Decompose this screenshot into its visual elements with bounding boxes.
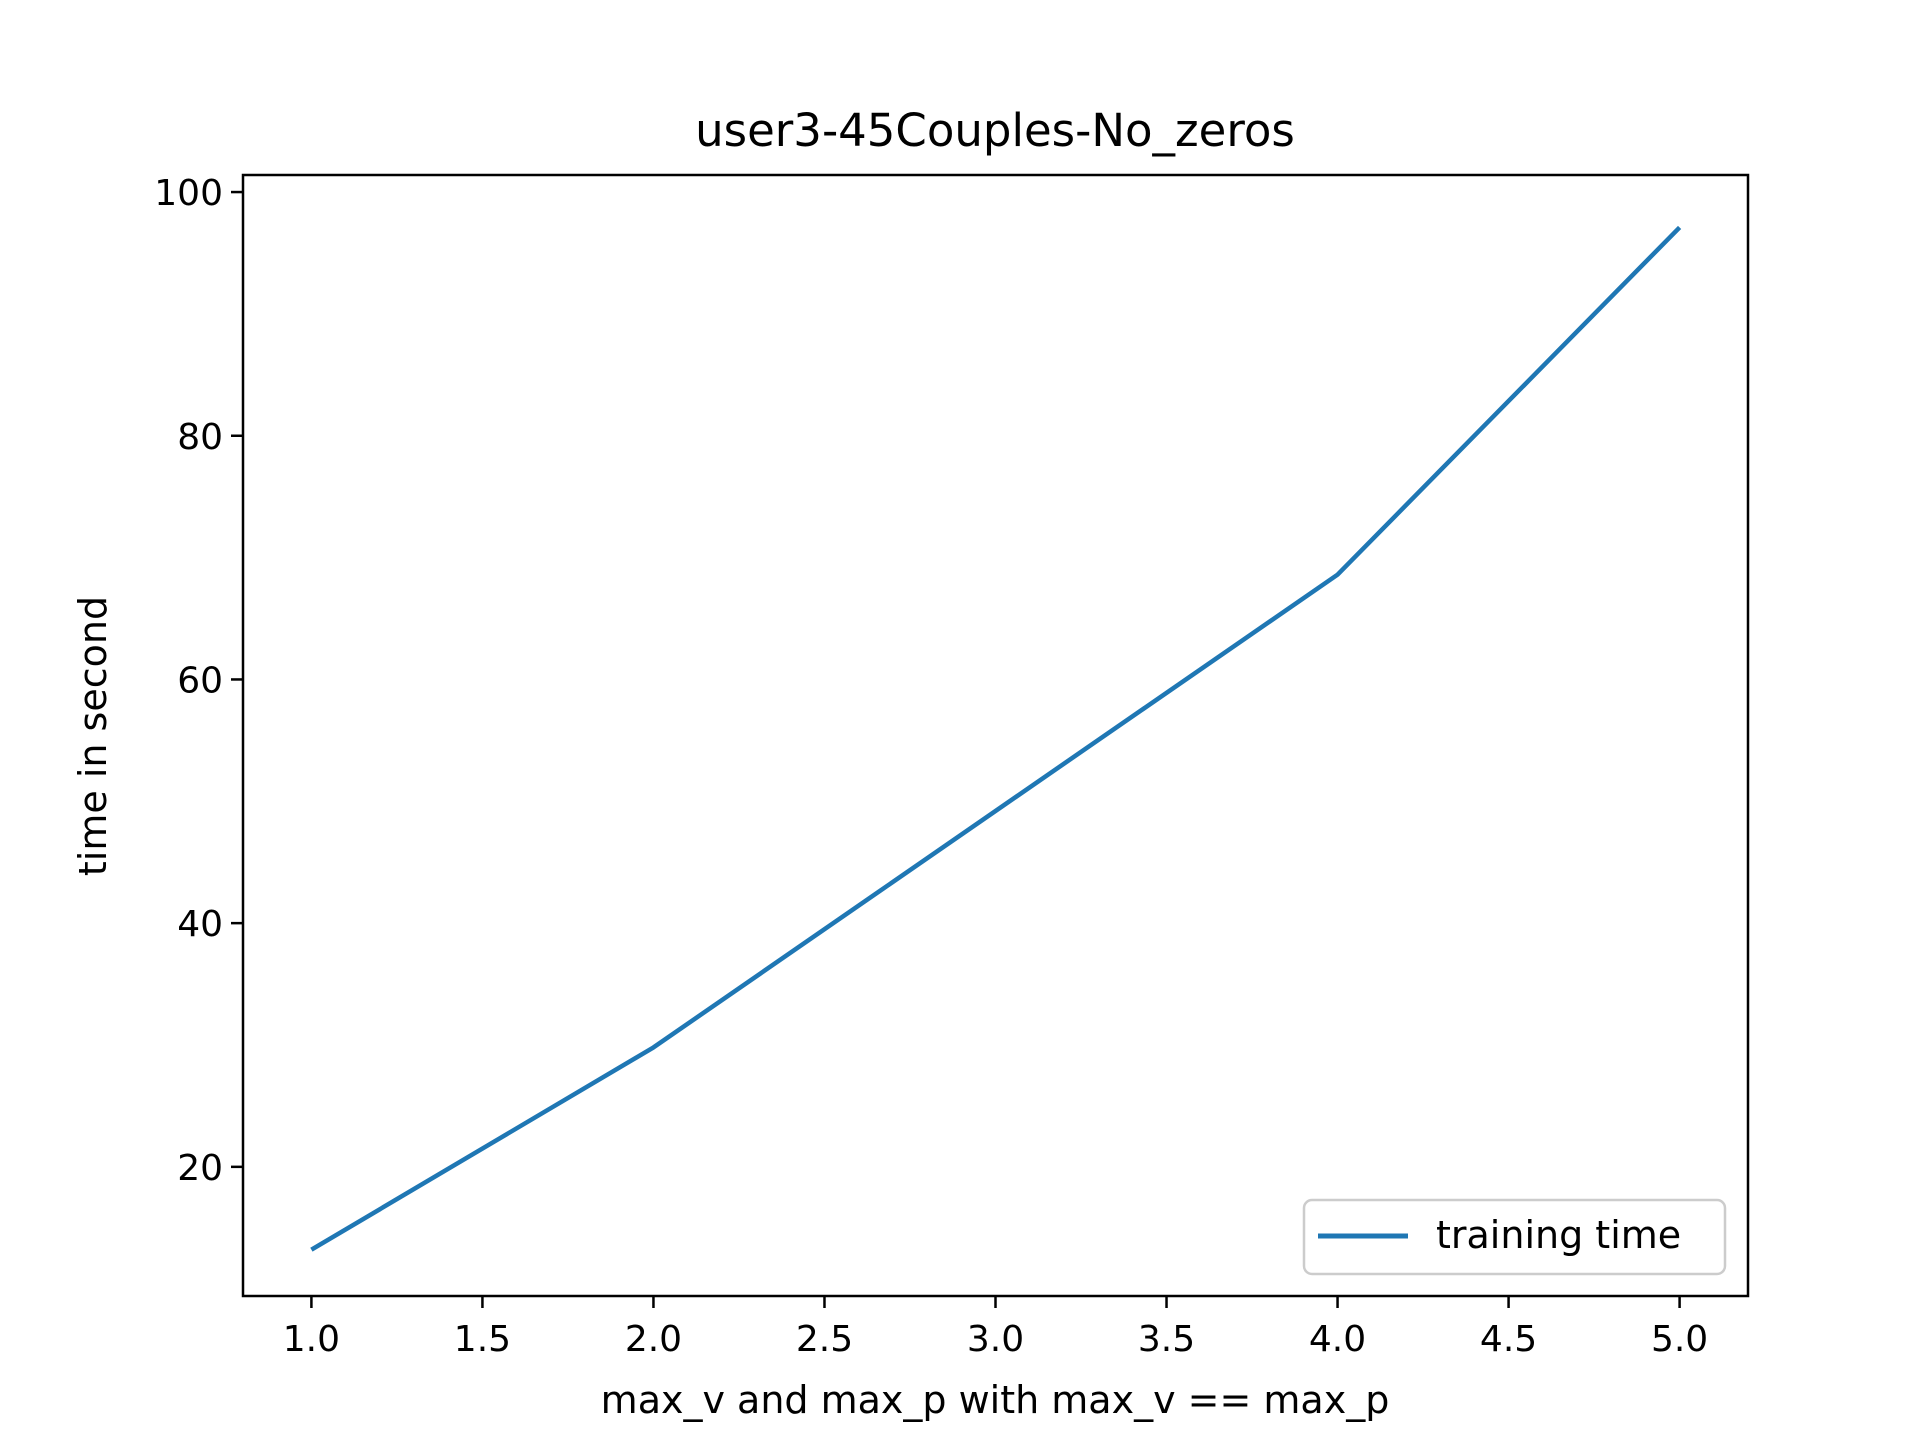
series-line-training-time: [310, 225, 1682, 1252]
x-tick-label: 2.5: [796, 1319, 853, 1360]
legend-label: training time: [1436, 1213, 1681, 1257]
y-axis-label: time in second: [71, 596, 115, 876]
y-axis-ticks: 20 40 60 80 100: [154, 173, 243, 1189]
x-axis-ticks: 1.0 1.5 2.0 2.5 3.0 3.5 4.0 4.5 5.0: [283, 1296, 1708, 1360]
legend-box: [1302, 1198, 1727, 1276]
chart-title: user3-45Couples-No_zeros: [695, 104, 1295, 157]
x-tick-label: 1.0: [283, 1319, 340, 1360]
series-layer: [310, 225, 1682, 1252]
y-tick-label: 100: [154, 173, 223, 214]
x-tick-label: 4.0: [1309, 1319, 1366, 1360]
x-tick-label: 4.5: [1480, 1319, 1537, 1360]
plot-frame: [241, 173, 1750, 1298]
x-tick-label: 3.0: [967, 1319, 1024, 1360]
x-tick-label: 5.0: [1651, 1319, 1708, 1360]
x-tick-label: 2.0: [625, 1319, 682, 1360]
y-tick-label: 60: [177, 660, 223, 701]
x-tick-label: 1.5: [454, 1319, 511, 1360]
y-tick-label: 80: [177, 417, 223, 458]
legend: training time: [1302, 1198, 1727, 1276]
x-axis-label: max_v and max_p with max_v == max_p: [601, 1378, 1390, 1422]
x-tick-label: 3.5: [1138, 1319, 1195, 1360]
y-tick-label: 40: [177, 904, 223, 945]
y-tick-label: 20: [177, 1148, 223, 1189]
